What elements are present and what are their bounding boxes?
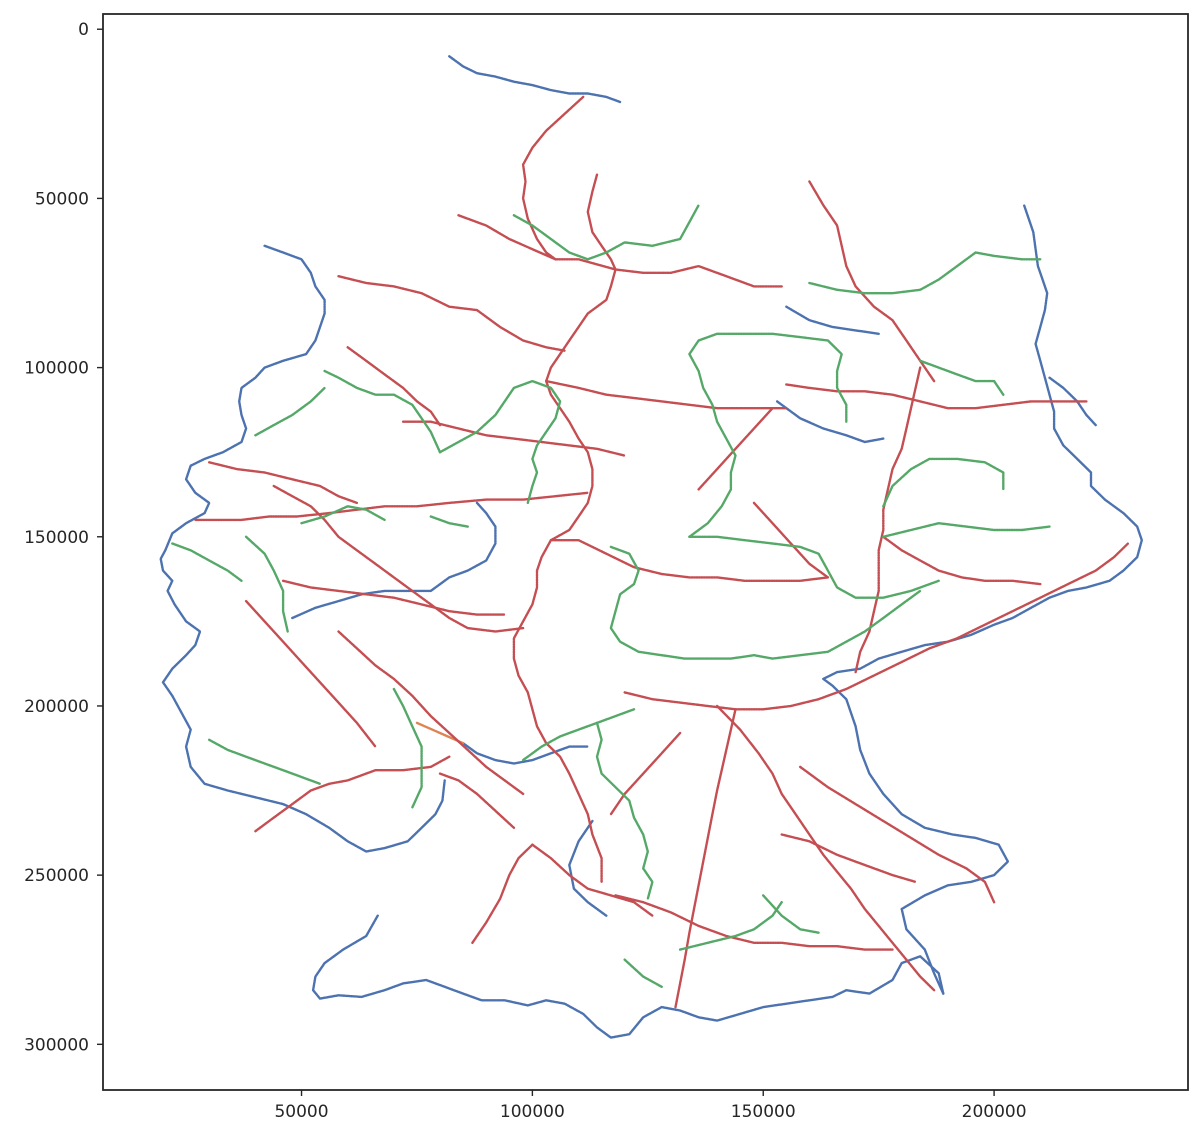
y-tick-label-0: 0 [78, 20, 89, 40]
series-3-path-8 [882, 457, 1005, 508]
series-2-path-17 [715, 704, 936, 992]
series-0 [159, 55, 1144, 1039]
series-3 [171, 203, 1051, 988]
series-2-path-16 [854, 366, 922, 674]
x-tick-label-1: 100000 [500, 1102, 565, 1122]
series-0-path-8 [461, 742, 589, 765]
series-2-path-26 [244, 599, 377, 748]
x-tick-label-0: 50000 [274, 1102, 328, 1122]
y-tick-label-6: 300000 [24, 1035, 89, 1055]
series-3-path-9 [919, 359, 1005, 396]
series-2-path-15 [882, 535, 1042, 586]
series-2-path-30 [401, 420, 626, 457]
y-tick-label-4: 200000 [24, 697, 89, 717]
series-3-path-3 [688, 332, 848, 538]
plot-frame [102, 13, 1189, 1091]
series-3-path-6 [438, 379, 562, 505]
series-2-path-27 [438, 772, 516, 829]
series-3-path-18 [762, 894, 820, 934]
series-2-path-18 [674, 708, 737, 1009]
series-2-path-20 [531, 843, 654, 917]
y-tick-label-3: 150000 [24, 528, 89, 548]
series-3-path-14 [171, 542, 243, 582]
series-0-path-6 [164, 352, 308, 552]
series-0-path-9 [775, 400, 885, 444]
x-axis: 50000 100000 150000 200000 [274, 1090, 1027, 1122]
series-0-path-0 [159, 549, 446, 853]
series-3-path-17 [678, 901, 783, 951]
series-2-path-28 [609, 731, 682, 816]
series-2-path-8 [272, 484, 525, 633]
y-tick-label-2: 100000 [24, 359, 89, 379]
series-3-path-1 [595, 721, 654, 900]
series-0-path-4 [448, 55, 622, 104]
series-2-path-10 [808, 180, 936, 383]
series-3-path-13 [244, 535, 289, 633]
series-2-path-24 [254, 755, 451, 833]
series-2 [194, 95, 1130, 1009]
series-2-path-7 [207, 461, 359, 505]
series-3-path-19 [623, 958, 663, 988]
series-3-path-16 [392, 687, 423, 809]
series-3-path-20 [300, 505, 386, 525]
series-3-path-21 [429, 515, 469, 528]
series-2-path-21 [614, 894, 894, 951]
series-3-path-4 [688, 535, 940, 599]
series-2-path-12 [545, 379, 788, 410]
series-layer [159, 55, 1144, 1039]
series-2-path-3 [337, 275, 566, 352]
series-2-path-32 [752, 501, 830, 579]
x-tick-label-3: 200000 [962, 1102, 1027, 1122]
series-0-path-1 [311, 914, 945, 1039]
y-tick-label-5: 250000 [24, 866, 89, 886]
series-2-path-23 [780, 833, 917, 884]
series-3-path-11 [808, 251, 1042, 295]
series-2-path-19 [471, 843, 534, 944]
series-3-path-7 [882, 522, 1051, 538]
y-axis: 0 50000 100000 150000 200000 250000 300000 [24, 20, 103, 1055]
series-2-path-6 [194, 511, 331, 522]
plot-background [103, 14, 1188, 1090]
x-tick-label-2: 150000 [731, 1102, 796, 1122]
series-0-path-5 [263, 244, 326, 356]
y-tick-label-1: 50000 [35, 189, 89, 209]
series-2-path-1 [586, 173, 617, 271]
series-2-path-0 [521, 95, 585, 261]
series-2-path-22 [799, 765, 996, 904]
series-2-path-9 [549, 539, 830, 582]
series-3-path-10 [512, 203, 700, 261]
series-2-path-11 [785, 383, 1088, 410]
series-3-path-2 [609, 545, 922, 660]
series-0-path-10 [785, 305, 880, 335]
series-2-path-31 [697, 407, 774, 491]
series-2-path-14 [623, 542, 1130, 711]
series-3-path-0 [521, 708, 636, 762]
series-3-path-15 [207, 738, 322, 785]
series-3-path-12 [254, 386, 326, 437]
series-2-path-25 [281, 579, 506, 616]
series-0-path-7 [291, 501, 497, 620]
series-0-path-2 [822, 203, 1144, 995]
series-2-path-29 [346, 346, 442, 427]
series-2-path-13 [337, 630, 525, 796]
series-3-path-5 [323, 369, 442, 454]
